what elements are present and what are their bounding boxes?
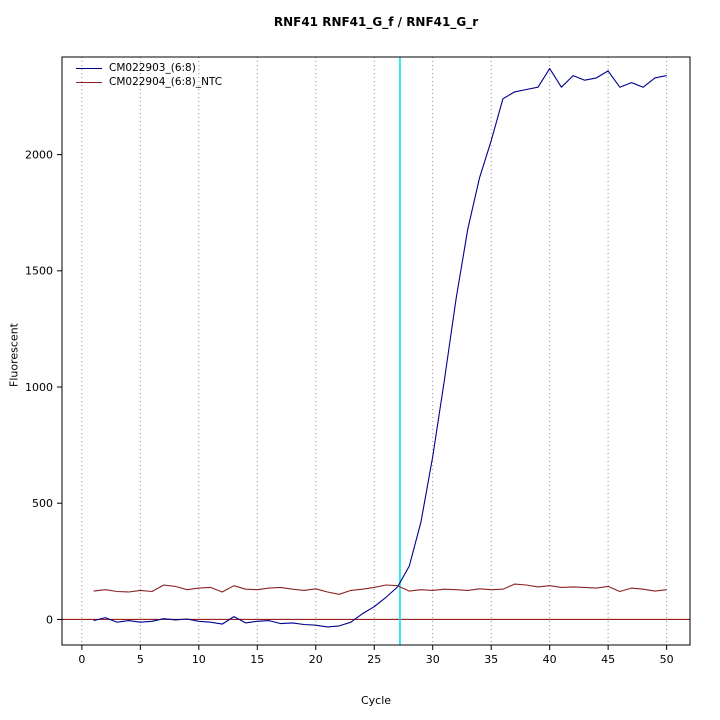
svg-text:45: 45 [601,653,615,666]
svg-text:50: 50 [660,653,674,666]
legend-label: CM022903_(6:8) [109,62,196,74]
svg-text:1500: 1500 [25,265,53,278]
legend: CM022903_(6:8) CM022904_(6:8)_NTC [76,62,222,89]
legend-label: CM022904_(6:8)_NTC [109,76,223,88]
svg-text:40: 40 [543,653,557,666]
series-line-swatch [76,82,102,83]
svg-text:10: 10 [192,653,206,666]
legend-item: CM022904_(6:8)_NTC [76,76,222,89]
svg-text:1000: 1000 [25,381,53,394]
svg-text:20: 20 [309,653,323,666]
y-axis-label: Fluorescent [7,323,21,387]
svg-text:500: 500 [32,497,53,510]
svg-text:0: 0 [46,613,53,626]
svg-text:2000: 2000 [25,148,53,161]
chart-title: RNF41 RNF41_G_f / RNF41_G_r [273,15,479,29]
series-line-swatch [76,68,102,69]
svg-text:30: 30 [426,653,440,666]
legend-item: CM022903_(6:8) [76,62,222,75]
svg-text:5: 5 [137,653,144,666]
x-axis-label: Cycle [360,694,392,707]
svg-text:35: 35 [484,653,498,666]
svg-text:0: 0 [78,653,85,666]
svg-text:25: 25 [367,653,381,666]
svg-text:15: 15 [250,653,264,666]
